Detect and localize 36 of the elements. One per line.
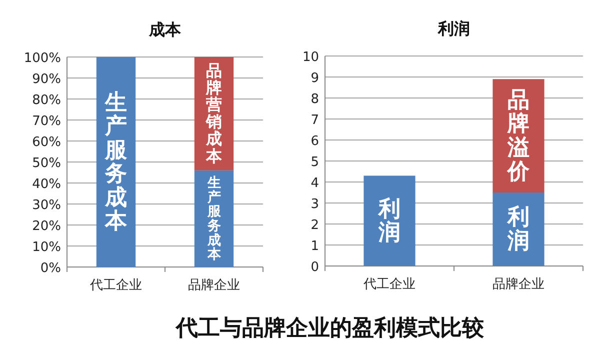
y-tick-label: 5 (310, 155, 319, 170)
chart-title: 成本 (148, 20, 182, 39)
series-label: 生产服务成本 (206, 176, 222, 263)
series-label: 利润 (506, 204, 530, 254)
y-tick-label: 50% (32, 156, 61, 171)
y-tick-label: 6 (310, 134, 319, 149)
x-tick-label: 代工企业 (362, 277, 416, 292)
y-tick-label: 100% (24, 51, 61, 66)
y-tick-label: 1 (310, 239, 319, 254)
y-tick-label: 30% (32, 198, 61, 213)
text: 代工与品牌企业的盈利模式比较 (175, 315, 485, 341)
chart-title: 利润 (437, 19, 470, 38)
y-tick-label: 10 (302, 50, 319, 65)
y-tick-label: 20% (32, 219, 61, 234)
y-tick-label: 7 (310, 113, 319, 128)
y-tick-label: 2 (310, 218, 319, 233)
series-label: 品牌溢价 (506, 86, 530, 184)
text: 生产服务成本 (105, 89, 127, 234)
y-tick-label: 10% (32, 240, 61, 255)
y-tick-label: 3 (310, 197, 319, 212)
y-tick-label: 0% (40, 261, 61, 276)
y-tick-label: 8 (310, 92, 319, 107)
y-tick-label: 60% (32, 135, 61, 150)
y-tick-label: 40% (32, 177, 61, 192)
y-tick-label: 0 (310, 260, 319, 275)
x-tick-label: 品牌企业 (188, 278, 240, 293)
x-tick-label: 代工企业 (89, 278, 142, 293)
y-tick-label: 80% (32, 93, 61, 108)
y-tick-label: 9 (310, 71, 319, 86)
series-label: 品牌营销成本 (205, 60, 223, 166)
text: 利润 (378, 196, 400, 246)
bar (364, 176, 416, 266)
y-tick-label: 70% (32, 114, 61, 129)
y-tick-label: 4 (310, 176, 319, 191)
x-tick-label: 品牌企业 (492, 277, 544, 292)
y-tick-label: 90% (32, 72, 61, 87)
